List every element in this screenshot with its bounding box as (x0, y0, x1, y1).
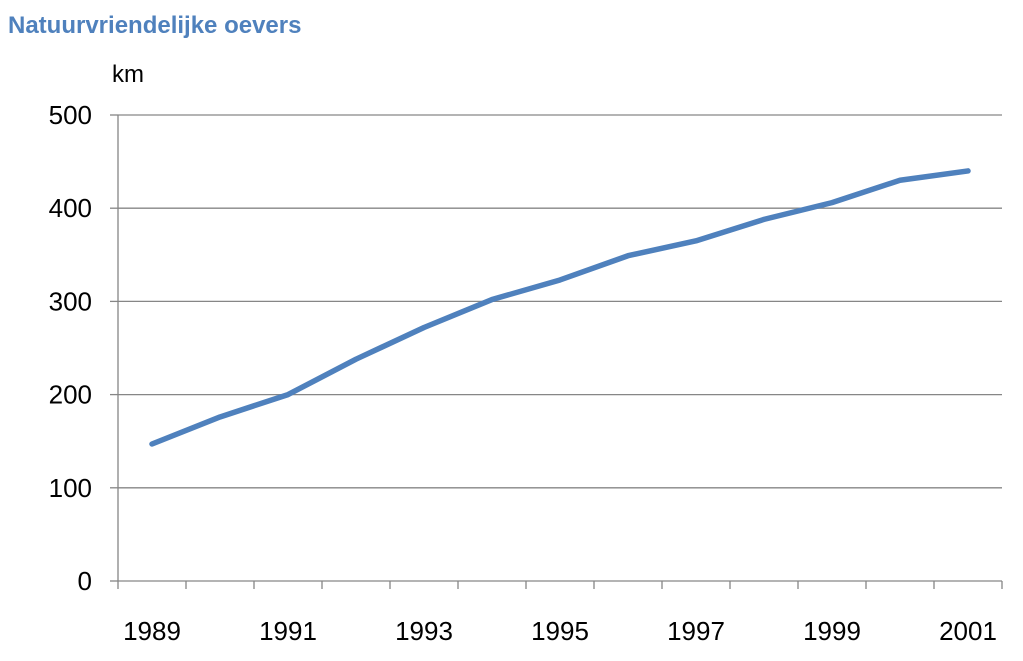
x-tick-label: 1993 (395, 616, 453, 646)
data-point (761, 217, 767, 222)
data-point (557, 277, 563, 283)
data-point (285, 392, 291, 397)
x-tick-label: 1997 (667, 616, 725, 646)
x-tick-label: 1991 (259, 616, 317, 646)
y-axis-unit-label: km (112, 61, 144, 88)
data-point (149, 441, 155, 447)
series-line (149, 168, 971, 447)
data-point (353, 356, 359, 362)
axes (110, 114, 1003, 589)
series-group (149, 168, 971, 447)
y-tick-label: 0 (78, 566, 92, 596)
data-point (829, 200, 835, 205)
x-tick-labels: 1989 1991 1993 1995 1997 1999 2001 (123, 616, 997, 646)
data-point (625, 253, 631, 258)
y-tick-label: 100 (49, 473, 92, 503)
y-tick-labels: 0 100 200 300 400 500 (49, 100, 92, 596)
chart-title: Natuurvriendelijke oevers (8, 12, 302, 39)
data-point (217, 414, 223, 420)
data-point (897, 178, 903, 183)
x-tick-label: 1999 (803, 616, 861, 646)
x-tick-label: 1989 (123, 616, 181, 646)
y-tick-label: 300 (49, 286, 92, 316)
data-point (693, 238, 699, 244)
x-tick-label: 1995 (531, 616, 589, 646)
y-tick-label: 400 (49, 193, 92, 223)
data-point (421, 325, 427, 330)
gridlines (118, 114, 1002, 489)
y-tick-label: 200 (49, 380, 92, 410)
x-tick-label: 2001 (939, 616, 997, 646)
y-tick-label: 500 (49, 100, 92, 130)
data-point (965, 168, 971, 174)
data-point (489, 297, 495, 302)
